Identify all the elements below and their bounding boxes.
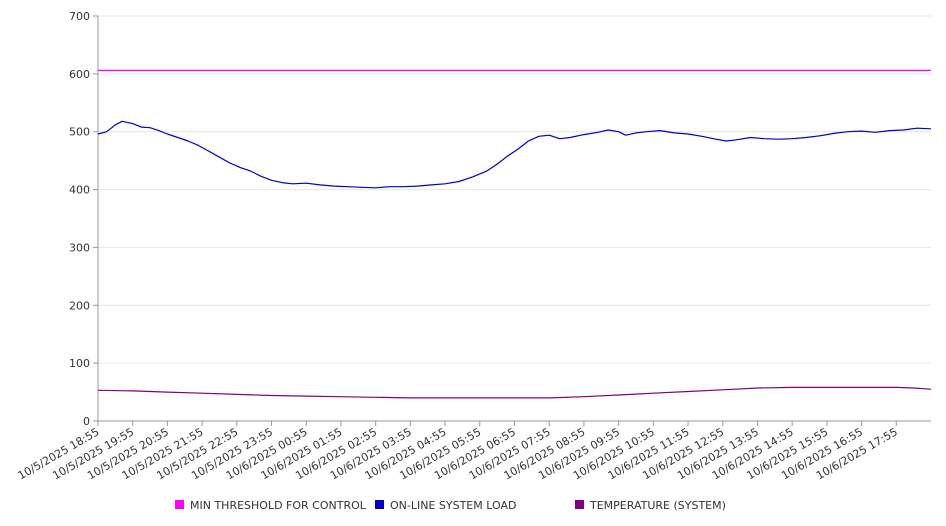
- series-line-1: [97, 120, 932, 189]
- axes: [93, 15, 931, 426]
- y-tick-label: 700: [69, 10, 90, 23]
- grid-lines: [98, 15, 931, 364]
- y-tick-label: 100: [69, 357, 90, 370]
- series-lines: [97, 69, 932, 399]
- legend-item: ON-LINE SYSTEM LOAD: [375, 499, 516, 512]
- legend-item: TEMPERATURE (SYSTEM): [575, 499, 726, 512]
- y-tick-label: 500: [69, 126, 90, 139]
- legend-label: TEMPERATURE (SYSTEM): [589, 499, 726, 512]
- series-line-2: [97, 386, 932, 399]
- legend-item: MIN THRESHOLD FOR CONTROL: [175, 499, 367, 512]
- y-tick-label: 200: [69, 299, 90, 312]
- legend-label: ON-LINE SYSTEM LOAD: [390, 499, 516, 512]
- legend-label: MIN THRESHOLD FOR CONTROL: [190, 499, 367, 512]
- legend-swatch: [375, 500, 384, 509]
- legend-swatch: [175, 500, 184, 509]
- y-tick-label: 400: [69, 184, 90, 197]
- legend: MIN THRESHOLD FOR CONTROL ON-LINE SYSTEM …: [175, 499, 726, 512]
- legend-swatch: [575, 500, 584, 509]
- y-tick-label: 600: [69, 68, 90, 81]
- y-axis-tick-labels: 0 100 200 300 400 500 600 700: [69, 10, 90, 428]
- y-tick-label: 300: [69, 241, 90, 254]
- y-tick-label: 0: [83, 415, 90, 428]
